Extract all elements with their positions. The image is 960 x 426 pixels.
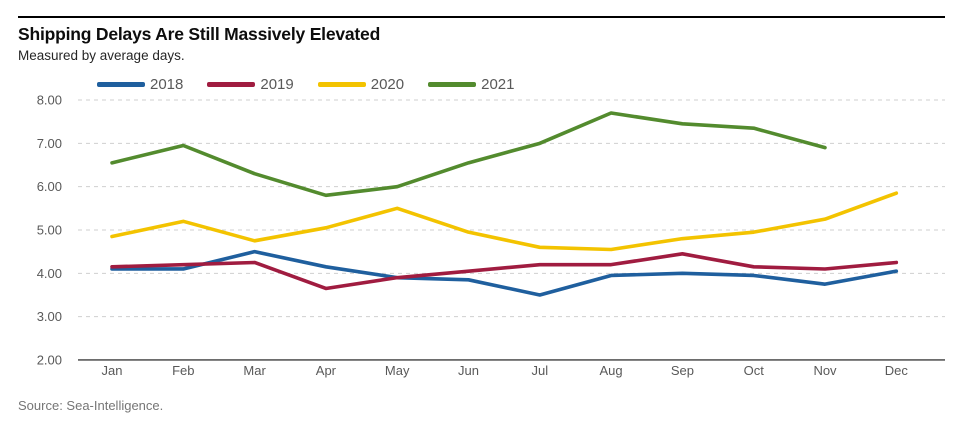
x-tick-label: Jun (458, 363, 479, 378)
y-tick-label: 8.00 (37, 93, 62, 108)
legend-item-2019: 2019 (207, 76, 294, 93)
legend-item-2018: 2018 (97, 76, 183, 93)
legend-swatch-2019 (207, 82, 256, 87)
y-tick-label: 6.00 (37, 179, 62, 194)
x-tick-label: Feb (172, 363, 194, 378)
series-line-2021 (110, 111, 827, 198)
x-tick-label: Nov (813, 363, 837, 378)
legend-label: 2018 (150, 76, 184, 93)
series-line-2018 (110, 249, 899, 297)
y-tick-label: 7.00 (37, 136, 62, 151)
y-tick-label: 2.00 (37, 352, 62, 367)
y-tick-label: 4.00 (37, 266, 62, 281)
x-tick-label: Oct (744, 363, 765, 378)
legend-swatch-2021 (428, 82, 477, 87)
legend: 2018 2019 2020 2021 (97, 76, 515, 93)
y-tick-label: 5.00 (37, 222, 62, 237)
legend-item-2020: 2020 (317, 76, 405, 93)
legend-label: 2019 (260, 76, 294, 93)
x-tick-label: Aug (600, 363, 623, 378)
chart-title: Shipping Delays Are Still Massively Elev… (18, 24, 381, 44)
x-tick-label: Jul (531, 363, 548, 378)
legend-label: 2020 (370, 76, 405, 93)
x-tick-label: Sep (671, 363, 694, 378)
x-tick-label: Dec (885, 363, 909, 378)
series-line-2019 (110, 252, 899, 291)
legend-label: 2021 (481, 76, 515, 93)
legend-swatch-2018 (97, 82, 145, 87)
source-note: Source: Sea-Intelligence. (18, 398, 164, 413)
x-tick-label: May (385, 363, 410, 378)
x-tick-label: Mar (243, 363, 266, 378)
y-tick-label: 3.00 (37, 309, 62, 324)
legend-swatch-2020 (317, 82, 366, 87)
legend-item-2021: 2021 (428, 76, 515, 93)
top-rule (18, 16, 945, 18)
x-tick-label: Apr (316, 363, 337, 378)
x-tick-label: Jan (102, 363, 123, 378)
series-line-2020 (110, 191, 899, 252)
chart-subtitle: Measured by average days. (18, 48, 185, 63)
